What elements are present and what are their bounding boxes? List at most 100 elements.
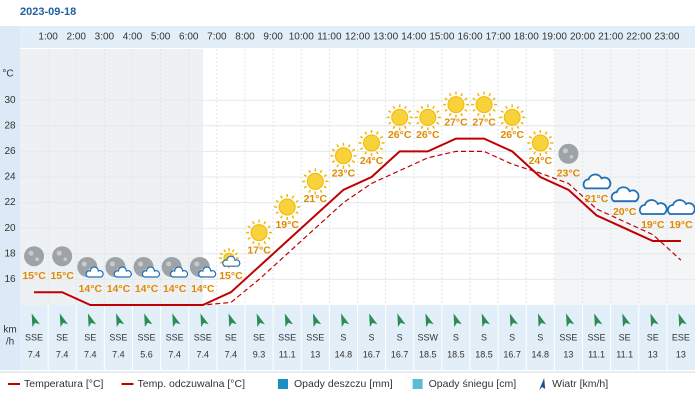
value-label: 14°C [79,283,103,295]
series-line [34,137,681,306]
wind-unit: /h [6,337,14,348]
wind-speed: 18.5 [475,349,493,359]
value-label: 26°C [416,129,440,141]
moon-spot [562,148,568,154]
sun-ray [420,105,424,110]
wind-arrow [537,313,547,328]
wind-speed: 13 [648,349,658,359]
sun-ray [500,110,504,114]
wind-direction: S [481,332,487,342]
wind-speed: 16.7 [503,349,521,359]
sun-ray [319,189,323,194]
sun-icon [306,172,324,190]
hour-label: 2:00 [67,32,87,43]
wind-direction: SSE [25,332,43,342]
wind-arrow [369,313,378,328]
sun-ray [476,112,480,117]
wind-speed: 11.1 [588,349,605,359]
value-label: 21°C [585,193,609,205]
sun-ray [347,164,351,168]
value-label: 15°C [22,270,46,282]
wind-direction: SSE [109,332,127,342]
legend-label: Opady deszczu [mm] [294,378,393,390]
cloud-icon [141,266,160,278]
wind-direction: SSE [194,332,212,342]
wind-arrow [31,313,40,328]
sun-ray [416,110,420,114]
sun-icon [447,96,465,114]
sun-ray [407,110,412,114]
wind-direction: SE [647,332,659,342]
wind-speed: 14.8 [335,349,353,359]
value-label: 15°C [50,270,74,282]
moon-icon [558,143,579,164]
hour-label: 3:00 [95,32,115,43]
wind-arrow [284,313,293,328]
cloud-icon [85,266,104,278]
value-label: 19°C [275,219,299,231]
value-label: 20°C [613,206,637,218]
legend-label: Wiatr [km/h] [552,378,608,390]
value-label: 24°C [360,155,384,167]
y-tick-label: 24 [4,172,16,183]
hour-label: 22:00 [626,32,651,43]
hour-label: 17:00 [486,32,511,43]
legend-label: Opady śniegu [cm] [429,378,517,390]
sun-ray [448,112,452,117]
wind-direction: S [369,332,375,342]
sun-ray [291,215,295,219]
wind-speed: 13 [676,349,686,359]
sun-ray [251,220,255,225]
sun-ray [488,112,492,117]
sun-ray [464,97,468,101]
value-label: 23°C [557,168,581,180]
sun-ray [464,108,468,112]
wind-speed: 7.4 [112,349,125,359]
left-strip [0,26,20,370]
sun-ray [267,236,271,240]
moon-spot [109,261,115,267]
sun-ray [319,169,323,174]
value-label: 27°C [444,116,468,128]
wind-arrow [453,313,462,328]
sun-ray [544,131,548,135]
wind-direction: SE [225,332,237,342]
sun-ray [516,125,520,130]
sun-ray [323,185,327,189]
sun-ray [420,125,424,130]
wind-direction: SE [84,332,96,342]
value-label: 26°C [388,129,412,141]
value-label: 17°C [247,244,271,256]
sun-ray [472,97,476,101]
sun-ray [404,105,407,110]
cloud-icon [169,266,189,278]
moon-spot [138,261,144,267]
value-label: 14°C [191,283,215,295]
sun-ray [347,144,351,148]
wind-speed: 13 [563,349,573,359]
wind-direction: SSE [166,332,184,342]
hour-label: 10:00 [289,32,314,43]
sun-ray [234,252,238,256]
y-unit: °C [2,69,13,80]
wind-direction: SSE [588,332,606,342]
sun-ray [492,97,496,101]
wind-arrow [650,313,659,328]
sun-ray [303,174,308,178]
wind-direction: SSE [306,332,324,342]
hour-label: 12:00 [345,32,370,43]
sun-ray [533,151,536,155]
wind-direction: S [509,332,515,342]
sun-ray [308,169,311,174]
sun-ray [303,185,308,189]
sun-ray [472,108,476,112]
sun-ray [488,92,492,97]
sun-ray [520,121,524,125]
wind-arrow [116,313,125,328]
sun-ray [492,108,496,112]
wind-unit: km [3,325,16,336]
wind-arrow [397,313,406,328]
wind-arrow [256,313,265,328]
sun-ray [280,215,283,219]
moon-spot [81,261,87,267]
